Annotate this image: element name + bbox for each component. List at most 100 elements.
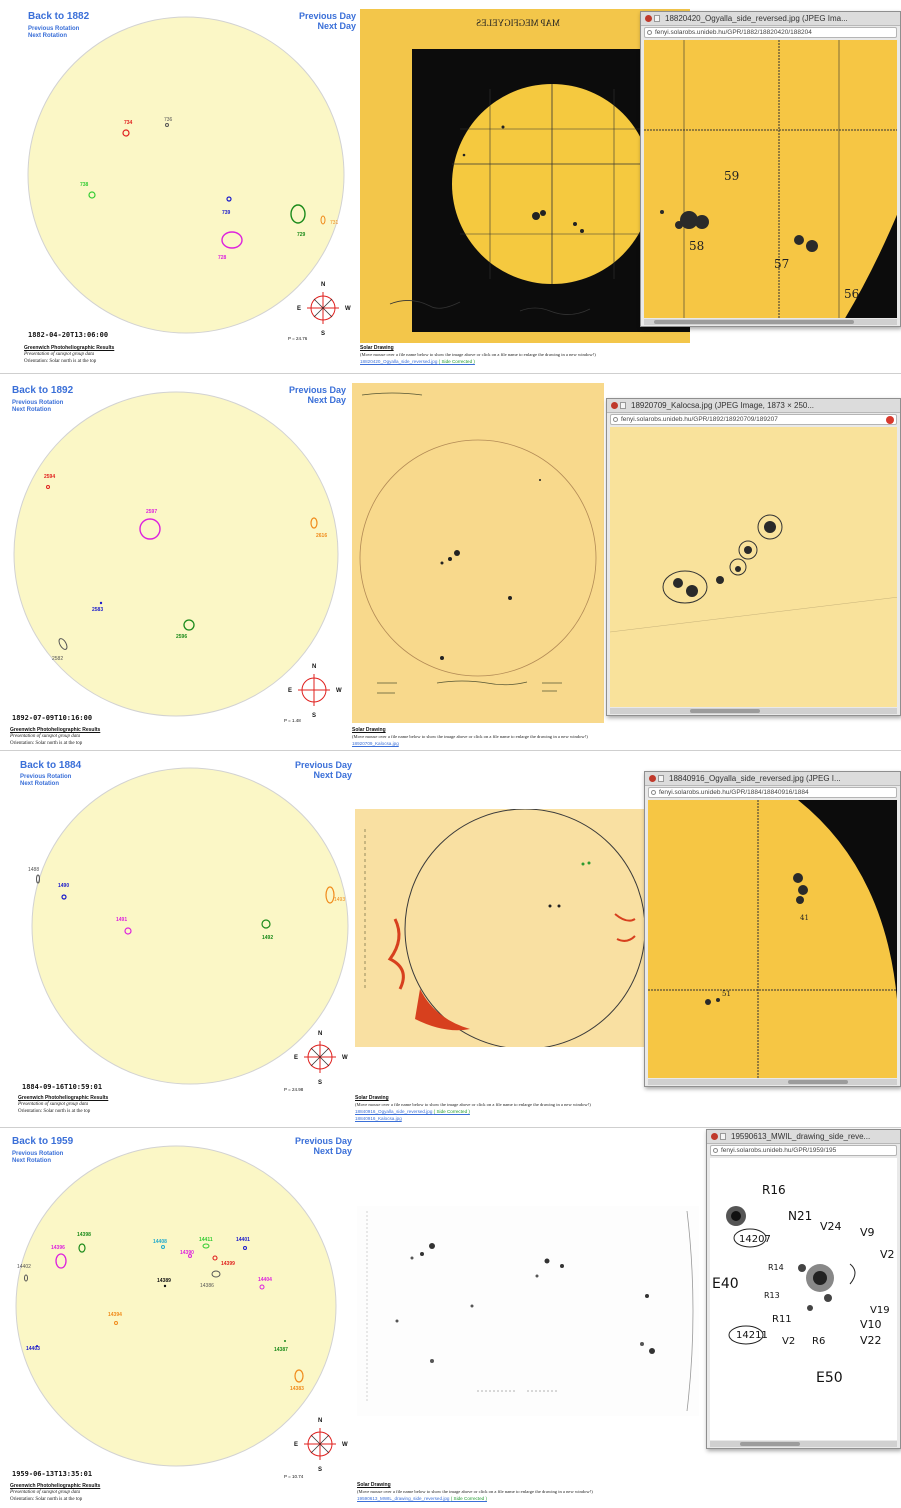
sunspot-group[interactable]: 1493: [325, 886, 345, 904]
image-popup-window[interactable]: 18920709_Kalocsa.jpg (JPEG Image, 1873 ×…: [606, 398, 901, 716]
previous-rotation-link[interactable]: Previous Rotation: [12, 1151, 64, 1157]
image-popup-window[interactable]: 18820420_Ogyalla_side_reversed.jpg (JPEG…: [640, 11, 901, 327]
close-icon[interactable]: [611, 402, 618, 409]
image-popup-window[interactable]: 19590613_MWIL_drawing_side_reve... fenyi…: [706, 1129, 901, 1449]
previous-day-link[interactable]: Previous Day: [298, 11, 356, 21]
sunspot-group[interactable]: 14396: [51, 1245, 67, 1269]
drawing-file-link[interactable]: 18820420_Ogyalla_side_reversed.jpg ( Sid…: [360, 359, 475, 364]
drawing-file-link[interactable]: 18920709_Kalocsa.jpg: [352, 741, 399, 746]
sunspot-group[interactable]: 14411: [199, 1237, 213, 1249]
drawing-file-link[interactable]: 18840916_Ogyalla_side_reversed.jpg ( Sid…: [355, 1109, 470, 1114]
scrollbar-thumb[interactable]: [654, 320, 854, 324]
compass-south-label: S: [321, 331, 325, 337]
drawing-file-link[interactable]: 19590613_MWIL_drawing_side_reversed.jpg …: [357, 1496, 487, 1501]
results-title[interactable]: Greenwich Photoheliographic Results: [10, 727, 101, 733]
drawing-file-name[interactable]: 18840916_Ogyalla_side_reversed.jpg: [355, 1109, 433, 1114]
previous-rotation-link[interactable]: Previous Rotation: [12, 400, 64, 406]
solar-disk: [31, 767, 349, 1085]
sunspot-group[interactable]: 14408: [153, 1239, 167, 1249]
sunspot-group[interactable]: 2582: [52, 637, 69, 662]
sunspot-group[interactable]: 14390: [180, 1250, 194, 1258]
sunspot-group[interactable]: 14387: [274, 1340, 288, 1353]
sunspot-group[interactable]: 2616: [310, 517, 327, 539]
sunspot-group[interactable]: 14404: [258, 1277, 272, 1290]
drawing-file-name[interactable]: 18820420_Ogyalla_side_reversed.jpg: [360, 359, 438, 364]
popup-url-bar[interactable]: fenyi.solarobs.unideb.hu/GPR/1884/188409…: [648, 787, 897, 798]
sunspot-group[interactable]: 14401: [236, 1237, 250, 1250]
next-day-link[interactable]: Next Day: [317, 21, 356, 31]
popup-scrollbar[interactable]: [710, 1441, 897, 1447]
sunspot-group[interactable]: 738: [80, 182, 96, 199]
previous-rotation-link[interactable]: Previous Rotation: [20, 774, 72, 780]
sunspot-group[interactable]: 14402: [17, 1264, 31, 1282]
previous-day-link[interactable]: Previous Day: [294, 760, 352, 770]
sunspot-group-label: 14390: [180, 1250, 194, 1256]
next-rotation-link[interactable]: Next Rotation: [20, 781, 59, 787]
sunspot-group[interactable]: 1492: [261, 919, 273, 941]
sunspot-group[interactable]: 14389: [157, 1278, 171, 1288]
sunspot-group[interactable]: 2596: [176, 619, 195, 640]
solar-drawing-image[interactable]: [357, 1206, 699, 1416]
sunspot-group[interactable]: 2594: [44, 474, 55, 489]
next-rotation-link[interactable]: Next Rotation: [12, 407, 51, 413]
sunspot-group-label: 2616: [316, 533, 327, 539]
next-rotation-link[interactable]: Next Rotation: [28, 33, 67, 39]
sunspot-group[interactable]: 728: [218, 231, 243, 261]
sunspot-group[interactable]: 14403: [26, 1345, 40, 1352]
sunspot-group[interactable]: 14398: [77, 1232, 91, 1253]
back-to-year-link[interactable]: Back to 1959: [12, 1136, 74, 1147]
scrollbar-thumb[interactable]: [740, 1442, 800, 1446]
sunspot-group[interactable]: 734: [122, 120, 133, 137]
back-to-year-link[interactable]: Back to 1882: [28, 11, 90, 22]
previous-day-link[interactable]: Previous Day: [288, 385, 346, 395]
solar-drawing-image[interactable]: [352, 383, 604, 723]
back-to-year-link[interactable]: Back to 1892: [12, 385, 74, 396]
next-rotation-link[interactable]: Next Rotation: [12, 1158, 51, 1164]
popup-titlebar[interactable]: 18820420_Ogyalla_side_reversed.jpg (JPEG…: [641, 12, 900, 26]
drawing-file-name[interactable]: 19590613_MWIL_drawing_side_reversed.jpg: [357, 1496, 450, 1501]
popup-titlebar[interactable]: 18920709_Kalocsa.jpg (JPEG Image, 1873 ×…: [607, 399, 900, 413]
back-to-year-link[interactable]: Back to 1884: [20, 760, 82, 771]
sunspot-group[interactable]: 739: [222, 196, 232, 216]
scrollbar-thumb[interactable]: [690, 709, 760, 713]
sunspot-group[interactable]: 1488: [28, 867, 40, 884]
previous-day-link[interactable]: Previous Day: [294, 1136, 352, 1146]
results-title[interactable]: Greenwich Photoheliographic Results: [18, 1095, 109, 1101]
solar-drawing-image[interactable]: MAP MEGFIGYELES: [360, 9, 690, 343]
sunspot-group[interactable]: 14383: [290, 1369, 304, 1392]
sunspot-group[interactable]: 14394: [108, 1312, 122, 1325]
sunspot-group[interactable]: 1491: [116, 917, 132, 935]
popup-scrollbar[interactable]: [610, 708, 897, 714]
close-icon[interactable]: [645, 15, 652, 22]
popup-url-bar[interactable]: fenyi.solarobs.unideb.hu/GPR/1959/195: [710, 1145, 897, 1156]
popup-url-bar[interactable]: fenyi.solarobs.unideb.hu/GPR/1882/188204…: [644, 27, 897, 38]
popup-image: 41 51: [648, 800, 897, 1078]
drawing-file-name[interactable]: 18920709_Kalocsa.jpg: [352, 741, 399, 746]
sunspot-group[interactable]: 1490: [58, 883, 69, 900]
sunspot-group[interactable]: 2597: [139, 509, 161, 540]
sunspot-group[interactable]: 736: [164, 117, 173, 127]
popup-titlebar[interactable]: 19590613_MWIL_drawing_side_reve...: [707, 1130, 900, 1144]
popup-scrollbar[interactable]: [644, 319, 897, 325]
popup-titlebar[interactable]: 18840916_Ogyalla_side_reversed.jpg (JPEG…: [645, 772, 900, 786]
next-day-link[interactable]: Next Day: [313, 1146, 352, 1156]
image-popup-window[interactable]: 18840916_Ogyalla_side_reversed.jpg (JPEG…: [644, 771, 901, 1087]
close-icon[interactable]: [649, 775, 656, 782]
sunspot-group[interactable]: 14399: [212, 1255, 235, 1267]
results-title[interactable]: Greenwich Photoheliographic Results: [10, 1483, 101, 1489]
popup-scrollbar[interactable]: [648, 1079, 897, 1085]
sunspot-group[interactable]: 14386: [200, 1270, 221, 1289]
popup-group-label: V10: [860, 1318, 882, 1331]
sunspot-group[interactable]: 731: [320, 215, 339, 226]
drawing-file-link-secondary[interactable]: 18840916_Kalocsa.jpg: [355, 1116, 402, 1121]
next-day-link[interactable]: Next Day: [307, 395, 346, 405]
solar-drawing-image[interactable]: [355, 809, 650, 1047]
results-title[interactable]: Greenwich Photoheliographic Results: [24, 345, 115, 351]
popup-url-bar[interactable]: fenyi.solarobs.unideb.hu/GPR/1892/189207…: [610, 414, 897, 425]
next-day-link[interactable]: Next Day: [313, 770, 352, 780]
previous-rotation-link[interactable]: Previous Rotation: [28, 26, 80, 32]
close-icon[interactable]: [711, 1133, 718, 1140]
sunspot-group[interactable]: 2583: [92, 601, 103, 613]
scrollbar-thumb[interactable]: [788, 1080, 848, 1084]
sunspot-group[interactable]: 729: [290, 204, 306, 238]
